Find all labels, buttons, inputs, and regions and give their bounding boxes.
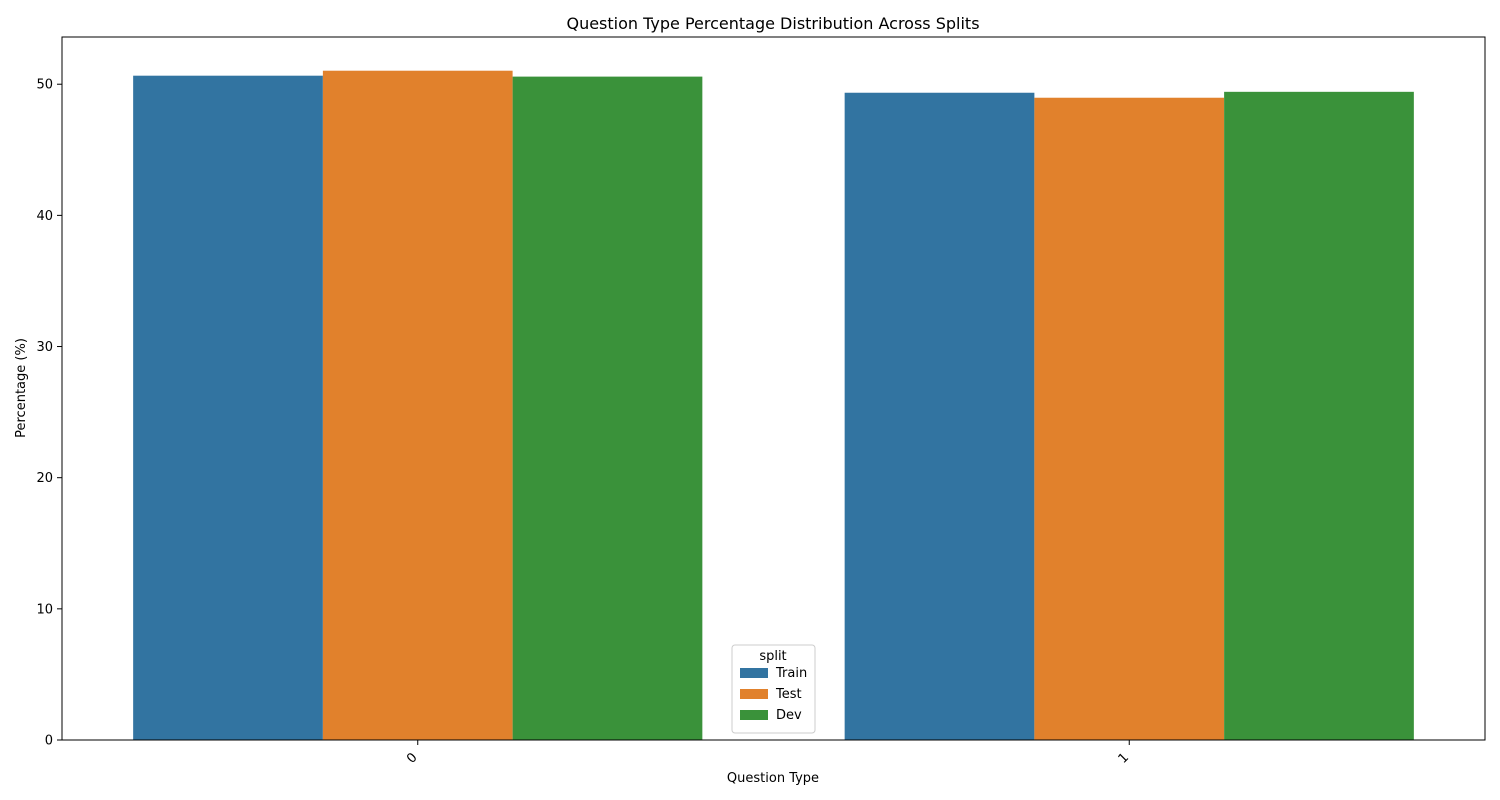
bar-test-1 (1034, 97, 1225, 741)
legend-swatch-train (740, 668, 768, 678)
bar-train-1 (844, 92, 1035, 741)
y-axis: 0 10 20 30 40 50 (36, 78, 62, 749)
bar-dev-0 (512, 76, 703, 741)
y-tick-label: 30 (36, 340, 53, 355)
legend-title: split (759, 649, 786, 664)
y-axis-label: Percentage (%) (14, 338, 29, 438)
legend-label-train: Train (775, 666, 807, 681)
bar-test-0 (322, 70, 513, 740)
chart-title: Question Type Percentage Distribution Ac… (566, 14, 979, 33)
x-axis-label: Question Type (727, 771, 819, 786)
legend-label-test: Test (775, 687, 802, 702)
bar-train-0 (133, 75, 323, 740)
legend-swatch-dev (740, 710, 768, 720)
y-tick-label: 10 (36, 602, 53, 617)
y-tick-label: 20 (36, 471, 53, 486)
legend-swatch-test (740, 689, 768, 699)
x-tick-label: 1 (1116, 750, 1132, 766)
legend-label-dev: Dev (776, 708, 802, 723)
plot-frame (61, 36, 1486, 741)
y-tick-label: 0 (45, 734, 53, 749)
bar-dev-1 (1224, 91, 1414, 740)
bars-group (133, 70, 1414, 741)
y-tick-label: 50 (36, 78, 53, 93)
legend: split Train Test Dev (731, 644, 816, 734)
y-tick-label: 40 (36, 209, 53, 224)
legend-items: Train Test Dev (740, 666, 807, 723)
x-tick-label: 0 (404, 750, 420, 766)
